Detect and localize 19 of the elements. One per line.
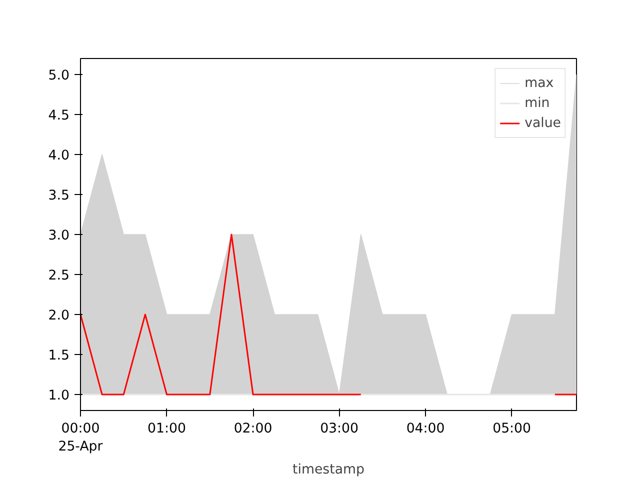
x-tick-label: 05:00 [492,422,532,436]
x-axis-title: timestamp [292,462,364,478]
x-tick-label: 00:00 25-Apr [58,422,104,454]
y-tick-label: 2.5 [48,268,70,284]
x-tick-label: 02:00 [234,422,272,436]
legend-label: value [524,116,561,130]
y-tick-label: 5.0 [48,68,70,84]
y-tick-label: 2.0 [48,308,70,324]
legend-label: max [524,76,554,90]
y-tick-label: 4.5 [48,108,70,124]
x-tick-label: 03:00 [320,422,358,436]
y-tick-label: 1.0 [48,388,70,404]
y-tick-label: 3.5 [48,188,70,204]
y-tick-label: 1.5 [48,348,70,364]
y-tick-label: 3.0 [48,228,70,244]
y-tick-label: 4.0 [48,148,70,164]
legend-label: min [524,96,550,110]
x-tick-label: 01:00 [148,422,186,436]
x-tick-label: 04:00 [406,422,445,436]
